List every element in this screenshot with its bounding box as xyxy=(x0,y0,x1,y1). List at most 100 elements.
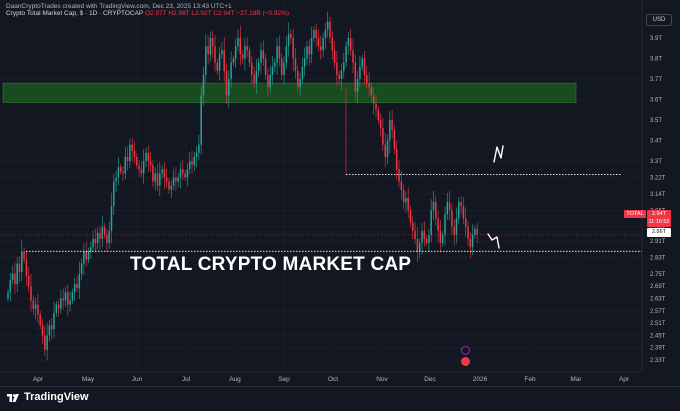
candle-body xyxy=(76,284,78,289)
candle-body xyxy=(168,181,170,190)
candle-body xyxy=(253,74,255,84)
candle-body xyxy=(437,218,439,231)
candle-body xyxy=(474,228,476,235)
candle-body xyxy=(80,263,83,274)
candle-body xyxy=(216,62,219,71)
candle-body xyxy=(228,79,230,96)
candle-body xyxy=(285,46,288,63)
candle-body xyxy=(23,251,25,260)
candle-body xyxy=(117,167,120,178)
candle-body xyxy=(182,169,184,174)
candle-body xyxy=(349,38,352,51)
candle-body xyxy=(412,222,414,231)
currency-button[interactable]: USD xyxy=(646,14,672,26)
candle-body xyxy=(30,286,32,301)
candle-body xyxy=(138,165,140,170)
symbol-info[interactable]: Crypto Total Market Cap, $ · 1D · CRYPTO… xyxy=(6,10,144,17)
candle-body xyxy=(278,46,281,59)
candle-body xyxy=(83,251,85,264)
candle-body xyxy=(115,177,117,182)
candle-body xyxy=(425,238,428,244)
candle-body xyxy=(184,173,186,178)
candle-body xyxy=(106,234,108,244)
current-price-value: 2.94T xyxy=(651,211,667,217)
candle-body xyxy=(188,161,191,170)
candle-body xyxy=(103,226,106,235)
price-tick-label: 2.39T xyxy=(650,346,666,352)
candle-body xyxy=(237,38,239,47)
candle-body xyxy=(416,238,419,252)
candle-body xyxy=(458,202,460,219)
price-tick-label: 2.91T xyxy=(650,239,666,245)
candle-body xyxy=(62,298,64,301)
candle-body xyxy=(384,144,386,157)
candle-body xyxy=(409,210,412,223)
candle-body xyxy=(46,335,48,350)
candle-body xyxy=(340,70,343,80)
candle-body xyxy=(336,62,338,75)
event-marker-icon[interactable] xyxy=(461,346,470,355)
candle-body xyxy=(395,148,398,170)
candle-body xyxy=(310,38,313,55)
price-chart[interactable]: 3.9T3.8T3.7T3.6T3.5T3.4T3.3T3.22T3.14T3.… xyxy=(0,0,680,386)
candle-body xyxy=(324,29,327,38)
candle-body xyxy=(313,29,315,38)
candle-body xyxy=(156,173,159,186)
candle-body xyxy=(428,234,430,244)
candle-body xyxy=(267,74,269,88)
candle-body xyxy=(78,273,81,289)
candle-body xyxy=(347,38,350,47)
candle-body xyxy=(145,152,147,162)
price-axis[interactable]: 3.9T3.8T3.7T3.6T3.5T3.4T3.3T3.22T3.14T3.… xyxy=(650,36,666,364)
candle-body xyxy=(205,46,207,75)
candle-body xyxy=(161,169,163,174)
candle-body xyxy=(441,234,444,244)
candle-body xyxy=(462,206,465,219)
time-tick-label: Aug xyxy=(229,376,241,383)
candle-body xyxy=(333,50,336,63)
time-tick-label: Mar xyxy=(570,376,582,383)
candle-body xyxy=(377,109,380,121)
price-tick-label: 2.63T xyxy=(650,296,666,302)
candle-body xyxy=(398,169,400,182)
candle-body xyxy=(230,62,232,80)
candle-body xyxy=(21,251,23,272)
time-axis[interactable]: Apr May Jun Jul Aug Sep Oct Nov Dec 2026 Feb Mar Apr xyxy=(33,376,630,383)
candle-body xyxy=(352,50,354,63)
candle-body xyxy=(257,62,260,71)
price-tick-label: 3.7T xyxy=(650,77,662,83)
candle-body xyxy=(361,58,363,67)
publisher-line: DaanCryptoTrades created with TradingVie… xyxy=(6,3,232,10)
candle-body xyxy=(290,33,292,38)
candle-body xyxy=(223,50,225,71)
price-tick-label: 2.33T xyxy=(650,358,666,364)
candle-body xyxy=(280,58,283,75)
candle-body xyxy=(338,74,340,80)
tradingview-logo-icon xyxy=(7,394,19,402)
candle-body xyxy=(451,210,453,227)
earnings-marker-icon[interactable] xyxy=(461,357,470,366)
arrow-down-icon xyxy=(487,233,500,249)
time-tick-label: Feb xyxy=(524,376,536,383)
candle-body xyxy=(260,50,262,63)
candle-body xyxy=(287,33,290,47)
candle-body xyxy=(53,312,55,330)
candle-body xyxy=(9,280,12,293)
candle-body xyxy=(444,214,446,235)
candle-body xyxy=(179,169,182,178)
candle-body xyxy=(405,197,407,203)
candle-body xyxy=(27,275,30,287)
candle-body xyxy=(14,273,16,285)
candle-body xyxy=(25,259,28,276)
candle-body xyxy=(379,120,382,129)
candle-body xyxy=(55,304,58,313)
candle-body xyxy=(446,202,449,215)
candle-body xyxy=(18,263,21,272)
candle-body xyxy=(124,156,127,174)
candle-body xyxy=(476,228,478,235)
candle-body xyxy=(368,83,370,88)
candle-body xyxy=(407,197,409,211)
footer-brand[interactable]: TradingView xyxy=(24,391,89,403)
candle-body xyxy=(322,38,324,51)
candle-body xyxy=(297,70,299,88)
